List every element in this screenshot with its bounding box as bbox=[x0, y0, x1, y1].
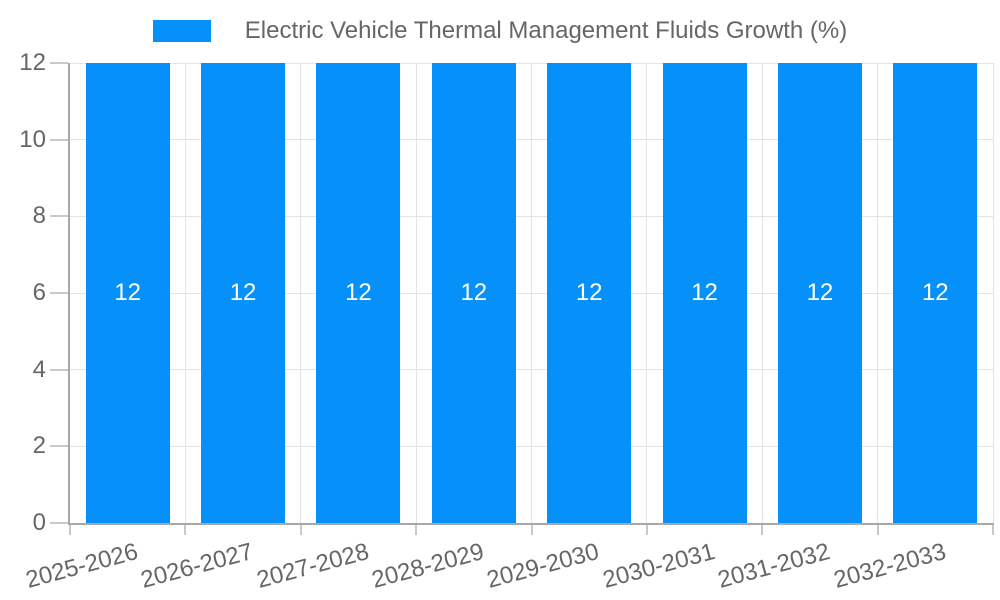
v-gridline bbox=[300, 63, 302, 523]
y-axis-tick bbox=[50, 62, 68, 64]
y-axis-tick bbox=[50, 368, 68, 371]
y-axis-tick-label: 0 bbox=[32, 509, 46, 536]
bar-value-label: 12 bbox=[921, 279, 949, 306]
x-axis-tick bbox=[992, 525, 994, 535]
bar-value-label: 12 bbox=[114, 279, 142, 306]
y-axis-tick-label: 8 bbox=[32, 202, 46, 230]
x-axis-label: 2028-2029 bbox=[368, 538, 487, 594]
bar-value-label: 12 bbox=[345, 279, 372, 306]
bar: 12 bbox=[431, 63, 516, 523]
x-axis-tick bbox=[876, 525, 879, 535]
bar-value-label: 12 bbox=[806, 279, 834, 306]
x-axis-line bbox=[68, 523, 994, 525]
y-axis-tick-label: 12 bbox=[19, 49, 46, 76]
x-axis-tick bbox=[184, 525, 187, 535]
v-gridline bbox=[877, 63, 879, 523]
x-axis-tick bbox=[761, 525, 764, 535]
y-axis-tick bbox=[50, 138, 68, 141]
v-gridline bbox=[761, 63, 763, 523]
bar: 12 bbox=[547, 63, 632, 523]
y-axis-tick bbox=[50, 215, 68, 218]
x-axis-label: 2031-2032 bbox=[715, 538, 833, 594]
y-axis-line bbox=[68, 63, 70, 525]
y-axis-tick bbox=[50, 292, 68, 294]
bar: 12 bbox=[85, 63, 170, 523]
y-axis-tick-label: 6 bbox=[32, 279, 46, 306]
bar: 12 bbox=[201, 63, 286, 523]
v-gridline bbox=[184, 63, 186, 523]
v-gridline bbox=[531, 63, 532, 523]
legend-swatch bbox=[152, 20, 211, 42]
y-axis-tick bbox=[50, 522, 68, 524]
x-axis-tick bbox=[415, 525, 418, 535]
legend-label: Electric Vehicle Thermal Management Flui… bbox=[244, 17, 848, 44]
x-axis-tick bbox=[645, 525, 648, 535]
bar: 12 bbox=[316, 63, 401, 523]
bar-value-label: 12 bbox=[460, 279, 488, 306]
y-axis-tick-label: 2 bbox=[32, 432, 46, 460]
x-axis-tick bbox=[69, 525, 71, 535]
bar-value-label: 12 bbox=[229, 279, 257, 306]
x-axis-label: 2026-2027 bbox=[138, 538, 257, 594]
x-axis-tick bbox=[530, 525, 533, 535]
y-axis-tick-label: 4 bbox=[32, 355, 46, 383]
bar-value-label: 12 bbox=[691, 279, 718, 306]
x-axis-tick bbox=[299, 525, 302, 535]
y-axis-tick bbox=[50, 445, 68, 448]
x-axis-label: 2025-2026 bbox=[22, 538, 141, 594]
v-gridline bbox=[992, 63, 994, 523]
v-gridline bbox=[646, 63, 648, 523]
chart-legend[interactable]: Electric Vehicle Thermal Management Flui… bbox=[0, 17, 1000, 45]
y-axis-tick-label: 10 bbox=[19, 125, 46, 153]
x-axis-label: 2032-2033 bbox=[830, 538, 949, 594]
x-axis-label: 2030-2031 bbox=[599, 538, 718, 594]
v-gridline bbox=[415, 63, 417, 523]
bar-value-label: 12 bbox=[575, 279, 603, 306]
bar: 12 bbox=[662, 63, 747, 523]
x-axis-label: 2027-2028 bbox=[253, 538, 372, 594]
x-axis-label: 2029-2030 bbox=[484, 538, 603, 594]
bar: 12 bbox=[893, 63, 978, 523]
bar: 12 bbox=[777, 63, 862, 523]
